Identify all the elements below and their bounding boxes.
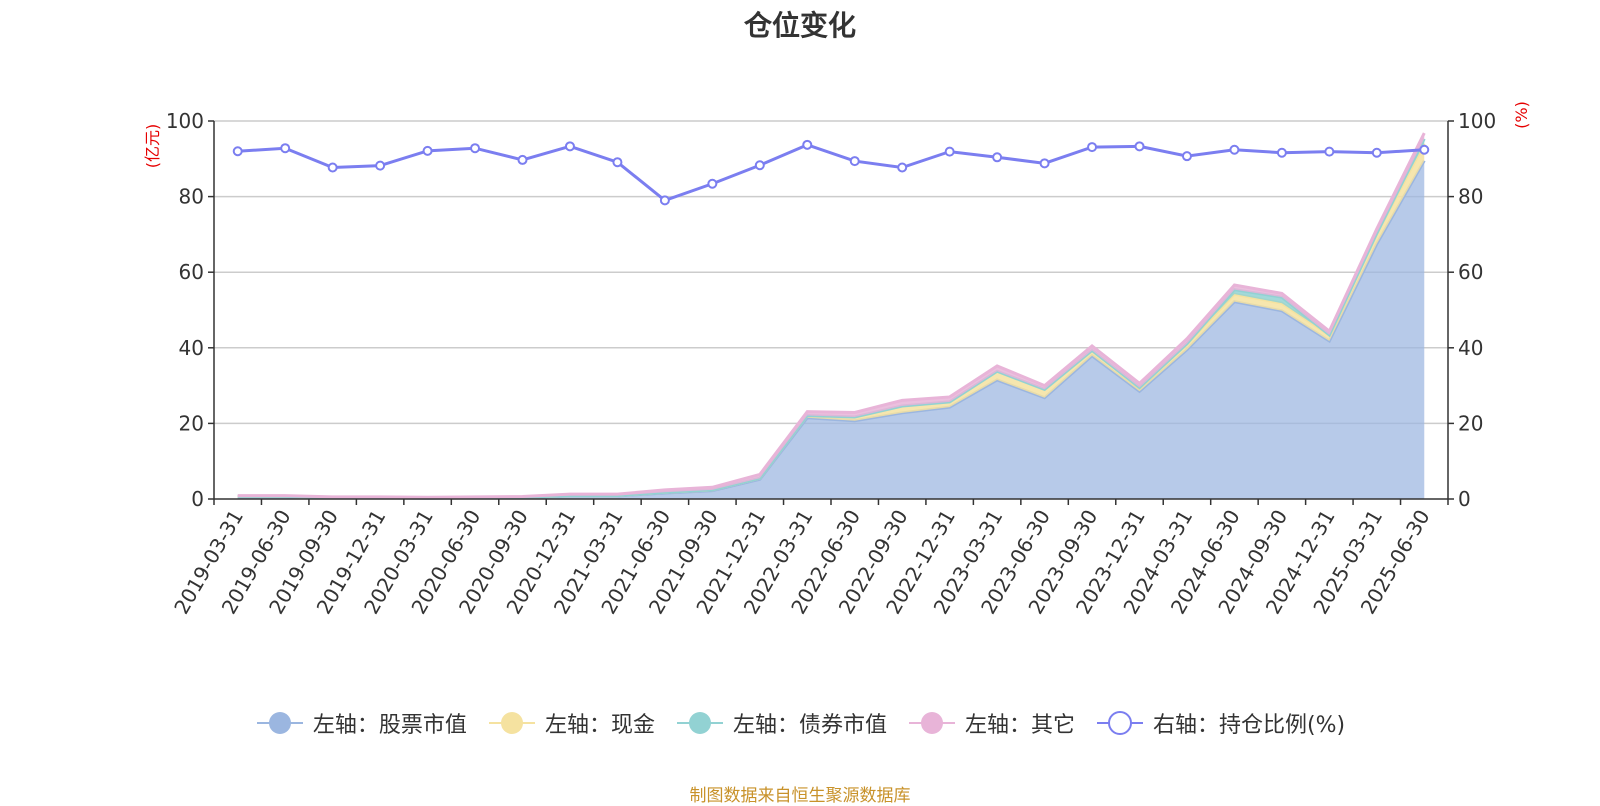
legend-item[interactable]: 左轴：股票市值 <box>255 707 467 739</box>
legend-label: 右轴：持仓比例(%) <box>1152 713 1346 738</box>
ratio-line-path <box>237 143 1425 203</box>
right-axis-tick-label: 20 <box>1458 411 1483 435</box>
legend-item[interactable]: 左轴：其它 <box>907 707 1075 739</box>
ratio-point[interactable] <box>564 141 575 152</box>
ratio-point[interactable] <box>375 160 386 171</box>
right-axis-tick-label: 40 <box>1458 336 1483 360</box>
legend-label: 左轴：其它 <box>964 713 1075 738</box>
ratio-line <box>232 139 1430 206</box>
left-axis-tick-label: 100 <box>166 109 204 133</box>
ratio-point[interactable] <box>1229 144 1240 155</box>
left-axis-tick-label: 20 <box>179 411 204 435</box>
area-series-4-edge <box>237 132 1426 499</box>
ratio-point[interactable] <box>1324 146 1335 157</box>
ratio-point[interactable] <box>849 156 860 167</box>
legend-marker <box>488 712 535 734</box>
ratio-point[interactable] <box>1276 147 1287 158</box>
legend-marker <box>676 712 723 734</box>
right-axis-tick-label: 60 <box>1458 260 1483 284</box>
ratio-point[interactable] <box>754 160 765 171</box>
right-axis-tick-label: 0 <box>1458 487 1471 511</box>
ratio-point[interactable] <box>1371 147 1382 158</box>
legend-label: 左轴：现金 <box>544 713 655 738</box>
left-axis-unit-label: (亿元) <box>143 124 162 169</box>
area-series-1 <box>237 160 1425 499</box>
ratio-point[interactable] <box>422 145 433 156</box>
legend-label: 左轴：股票市值 <box>312 713 467 738</box>
left-axis-tick-label: 0 <box>191 487 204 511</box>
ratio-point[interactable] <box>612 157 623 168</box>
right-axis-tick-label: 80 <box>1458 185 1483 209</box>
axes <box>208 120 1454 505</box>
right-axis-tick-label: 100 <box>1458 109 1496 133</box>
ratio-point[interactable] <box>897 162 908 173</box>
left-axis-tick-label: 60 <box>179 260 204 284</box>
ratio-point[interactable] <box>944 146 955 157</box>
ratio-point[interactable] <box>470 143 481 154</box>
ratio-point[interactable] <box>707 178 718 189</box>
legend-marker <box>256 712 303 734</box>
legend-label: 左轴：债券市值 <box>732 713 887 738</box>
ratio-point[interactable] <box>659 195 670 206</box>
ratio-point[interactable] <box>327 162 338 173</box>
legend-marker <box>1096 711 1143 735</box>
ratio-point[interactable] <box>992 152 1003 163</box>
ratio-point[interactable] <box>1087 142 1098 153</box>
left-axis-tick-label: 80 <box>179 185 204 209</box>
chart-title: 仓位变化 <box>743 9 856 42</box>
chart-legend: 左轴：股票市值 左轴：现金 左轴：债券市值 左轴：其它 右轴：持仓比例(%) <box>0 707 1600 739</box>
ratio-point[interactable] <box>1419 144 1430 155</box>
ratio-point[interactable] <box>232 146 243 157</box>
legend-marker <box>908 712 955 734</box>
ratio-point[interactable] <box>517 154 528 165</box>
ratio-point[interactable] <box>1134 141 1145 152</box>
right-axis-unit-label: (%) <box>1512 101 1531 129</box>
left-axis-tick-label: 40 <box>179 336 204 360</box>
ratio-point[interactable] <box>802 139 813 150</box>
source-note: 制图数据来自恒生聚源数据库 <box>689 786 911 806</box>
stacked-areas <box>237 132 1426 500</box>
legend-item[interactable]: 右轴：持仓比例(%) <box>1095 707 1345 739</box>
legend-item[interactable]: 左轴：现金 <box>487 707 655 739</box>
ratio-point[interactable] <box>280 143 291 154</box>
legend-item[interactable]: 左轴：债券市值 <box>675 707 887 739</box>
ratio-point[interactable] <box>1039 158 1050 169</box>
ratio-point[interactable] <box>1181 151 1192 162</box>
chart-plot-area: 0204060801000204060801002019-03-312019-0… <box>143 101 1531 618</box>
